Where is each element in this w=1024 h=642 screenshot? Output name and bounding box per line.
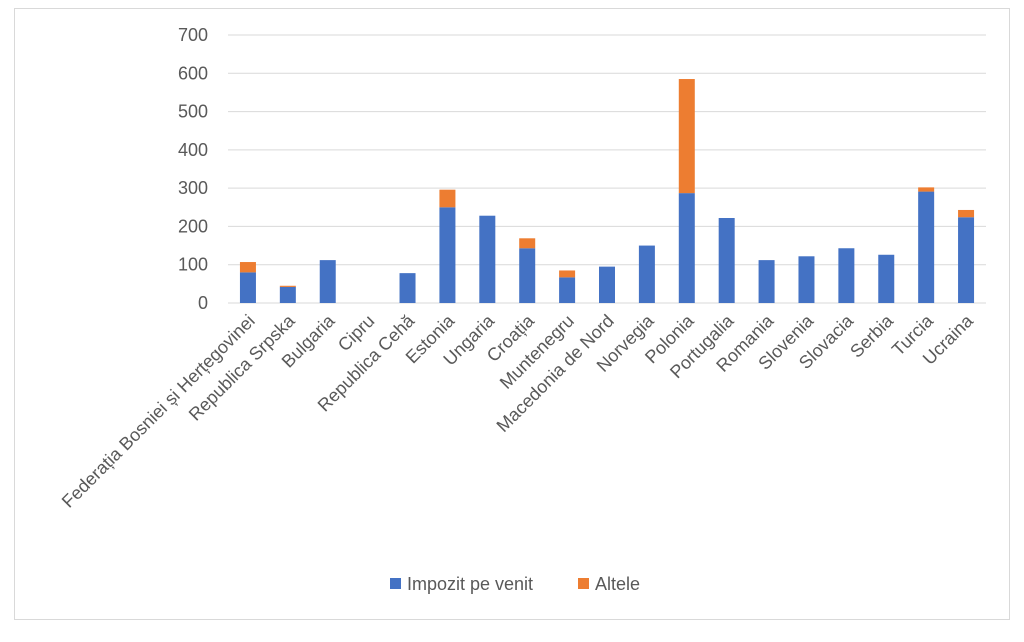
legend-swatch-0	[390, 578, 401, 589]
x-category-label: Federația Bosniei și Herțegovinei	[58, 311, 259, 512]
bar-impozit-11	[678, 193, 695, 303]
bar-altele-1	[279, 285, 296, 287]
bar-impozit-2	[319, 260, 336, 303]
legend: Impozit pe venit Altele	[390, 574, 640, 594]
bar-impozit-4	[399, 273, 416, 303]
bar-impozit-16	[878, 254, 895, 303]
y-tick-label: 500	[178, 102, 208, 122]
bar-altele-5	[439, 189, 456, 208]
bar-impozit-17	[918, 191, 935, 303]
bar-impozit-14	[798, 256, 815, 303]
bar-impozit-12	[718, 218, 735, 303]
x-category-label: Serbia	[846, 310, 898, 362]
bar-impozit-8	[559, 277, 576, 303]
bar-impozit-18	[958, 217, 975, 303]
bar-impozit-0	[239, 272, 256, 303]
legend-label-0: Impozit pe venit	[407, 574, 533, 594]
bar-impozit-10	[638, 245, 655, 303]
bar-altele-0	[239, 262, 256, 273]
bar-impozit-5	[439, 207, 456, 303]
y-axis-ticks: 0 100 200 300 400 500 600 700	[178, 25, 208, 313]
chart-frame	[14, 8, 1010, 620]
bar-impozit-1	[279, 286, 296, 303]
y-tick-label: 600	[178, 63, 208, 83]
legend-swatch-1	[578, 578, 589, 589]
bar-altele-11	[678, 79, 695, 194]
x-axis-labels: Federația Bosniei și HerțegovineiRepubli…	[58, 310, 978, 512]
legend-label-1: Altele	[595, 574, 640, 594]
bar-altele-17	[918, 187, 935, 192]
y-tick-label: 0	[198, 293, 208, 313]
y-tick-label: 400	[178, 140, 208, 160]
bar-altele-8	[559, 270, 576, 278]
bar-altele-7	[519, 238, 536, 249]
y-tick-label: 300	[178, 178, 208, 198]
bars	[239, 79, 975, 303]
y-tick-label: 700	[178, 25, 208, 45]
y-tick-label: 100	[178, 255, 208, 275]
bar-impozit-7	[519, 248, 536, 303]
bar-impozit-15	[838, 248, 855, 303]
y-tick-label: 200	[178, 216, 208, 236]
bar-impozit-6	[479, 215, 496, 303]
bar-impozit-13	[758, 260, 775, 303]
bar-impozit-9	[599, 266, 615, 303]
gridlines	[228, 34, 986, 304]
bar-altele-18	[958, 209, 975, 218]
